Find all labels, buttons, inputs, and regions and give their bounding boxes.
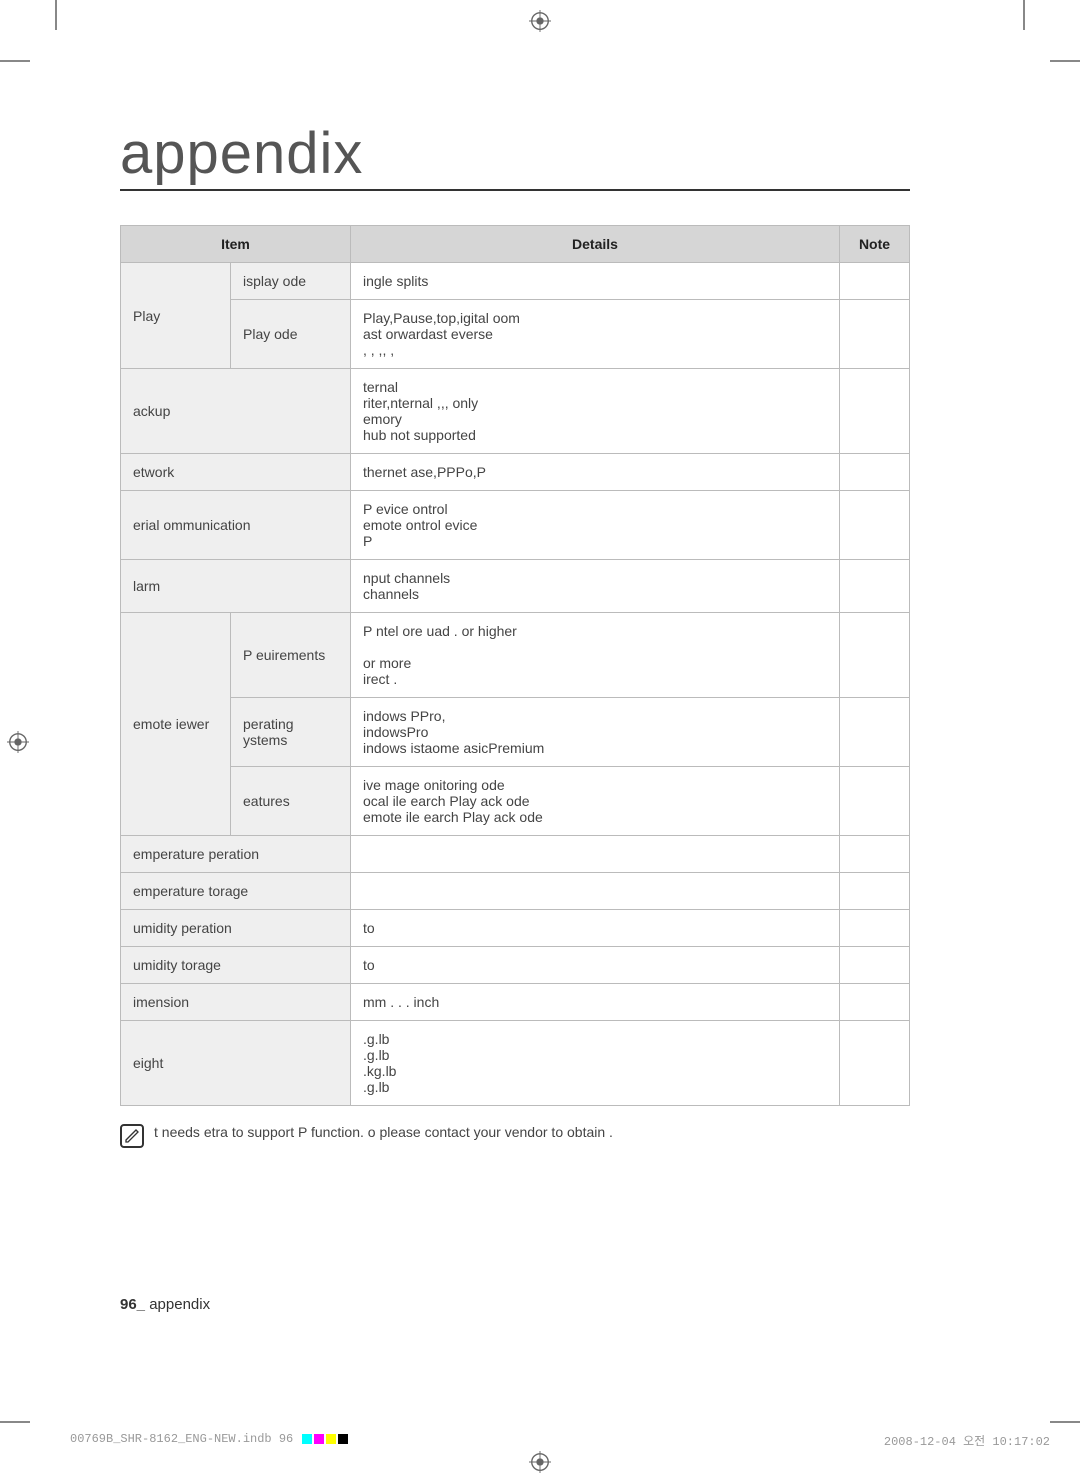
cell-details: P evice ontrol emote ontrol evice P [351,491,840,560]
cell-note [840,910,910,947]
table-row: umidity peration to [121,910,910,947]
cell-details: to [351,947,840,984]
footnote-text: t needs etra to support P function. o pl… [154,1124,613,1140]
cell-note [840,300,910,369]
table-row: Play isplay ode ingle splits [121,263,910,300]
table-row: emote iewer P euirements P ntel ore uad … [121,613,910,698]
cell-details: ternal riter,nternal ,,, only emory hub … [351,369,840,454]
cell-label: eight [121,1021,351,1106]
note-icon [120,1124,144,1148]
crop-mark [55,0,57,30]
crop-mark [1023,0,1025,30]
cell-label: erial ommunication [121,491,351,560]
page-title: appendix [120,120,910,191]
spec-table: Item Details Note Play isplay ode ingle … [120,225,910,1106]
cell-label: eatures [231,767,351,836]
registration-mark-icon [7,731,29,753]
cell-note [840,263,910,300]
cell-note [840,984,910,1021]
page-number: 96_ [120,1296,145,1313]
cell-details: .g.lb .g.lb .kg.lb .g.lb [351,1021,840,1106]
cell-label: Play [121,263,231,369]
cell-note [840,560,910,613]
crop-mark [1050,60,1080,62]
cell-details [351,873,840,910]
cell-note [840,1021,910,1106]
cmyk-swatches-icon [300,1432,348,1446]
registration-mark-icon [529,1451,551,1473]
footer-section: appendix [145,1296,210,1313]
table-row: emperature peration [121,836,910,873]
table-row: erial ommunication P evice ontrol emote … [121,491,910,560]
cell-label: imension [121,984,351,1021]
cell-details: nput channels channels [351,560,840,613]
table-row: Play ode Play,Pause,top,igital oom ast o… [121,300,910,369]
crop-mark [0,1421,30,1423]
cell-note [840,491,910,560]
th-note: Note [840,226,910,263]
cell-label: emote iewer [121,613,231,836]
th-details: Details [351,226,840,263]
print-footer: 00769B_SHR-8162_ENG-NEW.indb 96 2008-12-… [70,1432,1050,1449]
table-row: imension mm . . . inch [121,984,910,1021]
cell-details: ive mage onitoring ode ocal ile earch Pl… [351,767,840,836]
registration-mark-icon [529,10,551,32]
cell-details: indows PPro, indowsPro indows istaome as… [351,698,840,767]
cell-details: to [351,910,840,947]
table-row: eatures ive mage onitoring ode ocal ile … [121,767,910,836]
cell-details [351,836,840,873]
cell-details: mm . . . inch [351,984,840,1021]
cell-label: Play ode [231,300,351,369]
cell-label: umidity peration [121,910,351,947]
print-timestamp: 2008-12-04 오전 10:17:02 [884,1432,1050,1449]
print-filename: 00769B_SHR-8162_ENG-NEW.indb 96 [70,1432,293,1446]
crop-mark [0,60,30,62]
cell-note [840,947,910,984]
cell-label: emperature peration [121,836,351,873]
cell-label: etwork [121,454,351,491]
th-item: Item [121,226,351,263]
table-row: umidity torage to [121,947,910,984]
table-row: perating ystems indows PPro, indowsPro i… [121,698,910,767]
table-row: ackup ternal riter,nternal ,,, only emor… [121,369,910,454]
cell-label: perating ystems [231,698,351,767]
cell-details: Play,Pause,top,igital oom ast orwardast … [351,300,840,369]
cell-note [840,836,910,873]
cell-label: emperature torage [121,873,351,910]
cell-note [840,767,910,836]
footnote: t needs etra to support P function. o pl… [120,1124,910,1148]
cell-details: ingle splits [351,263,840,300]
cell-note [840,613,910,698]
cell-note [840,873,910,910]
page-footer: 96_ appendix [120,1296,210,1313]
table-row: etwork thernet ase,PPPo,P [121,454,910,491]
crop-mark [1050,1421,1080,1423]
page-content: appendix Item Details Note Play isplay o… [120,120,910,1343]
table-row: emperature torage [121,873,910,910]
cell-note [840,454,910,491]
cell-label: isplay ode [231,263,351,300]
cell-note [840,698,910,767]
cell-note [840,369,910,454]
table-row: eight .g.lb .g.lb .kg.lb .g.lb [121,1021,910,1106]
cell-details: P ntel ore uad . or higher or more irect… [351,613,840,698]
cell-label: larm [121,560,351,613]
table-row: larm nput channels channels [121,560,910,613]
cell-label: P euirements [231,613,351,698]
cell-label: ackup [121,369,351,454]
cell-label: umidity torage [121,947,351,984]
cell-details: thernet ase,PPPo,P [351,454,840,491]
